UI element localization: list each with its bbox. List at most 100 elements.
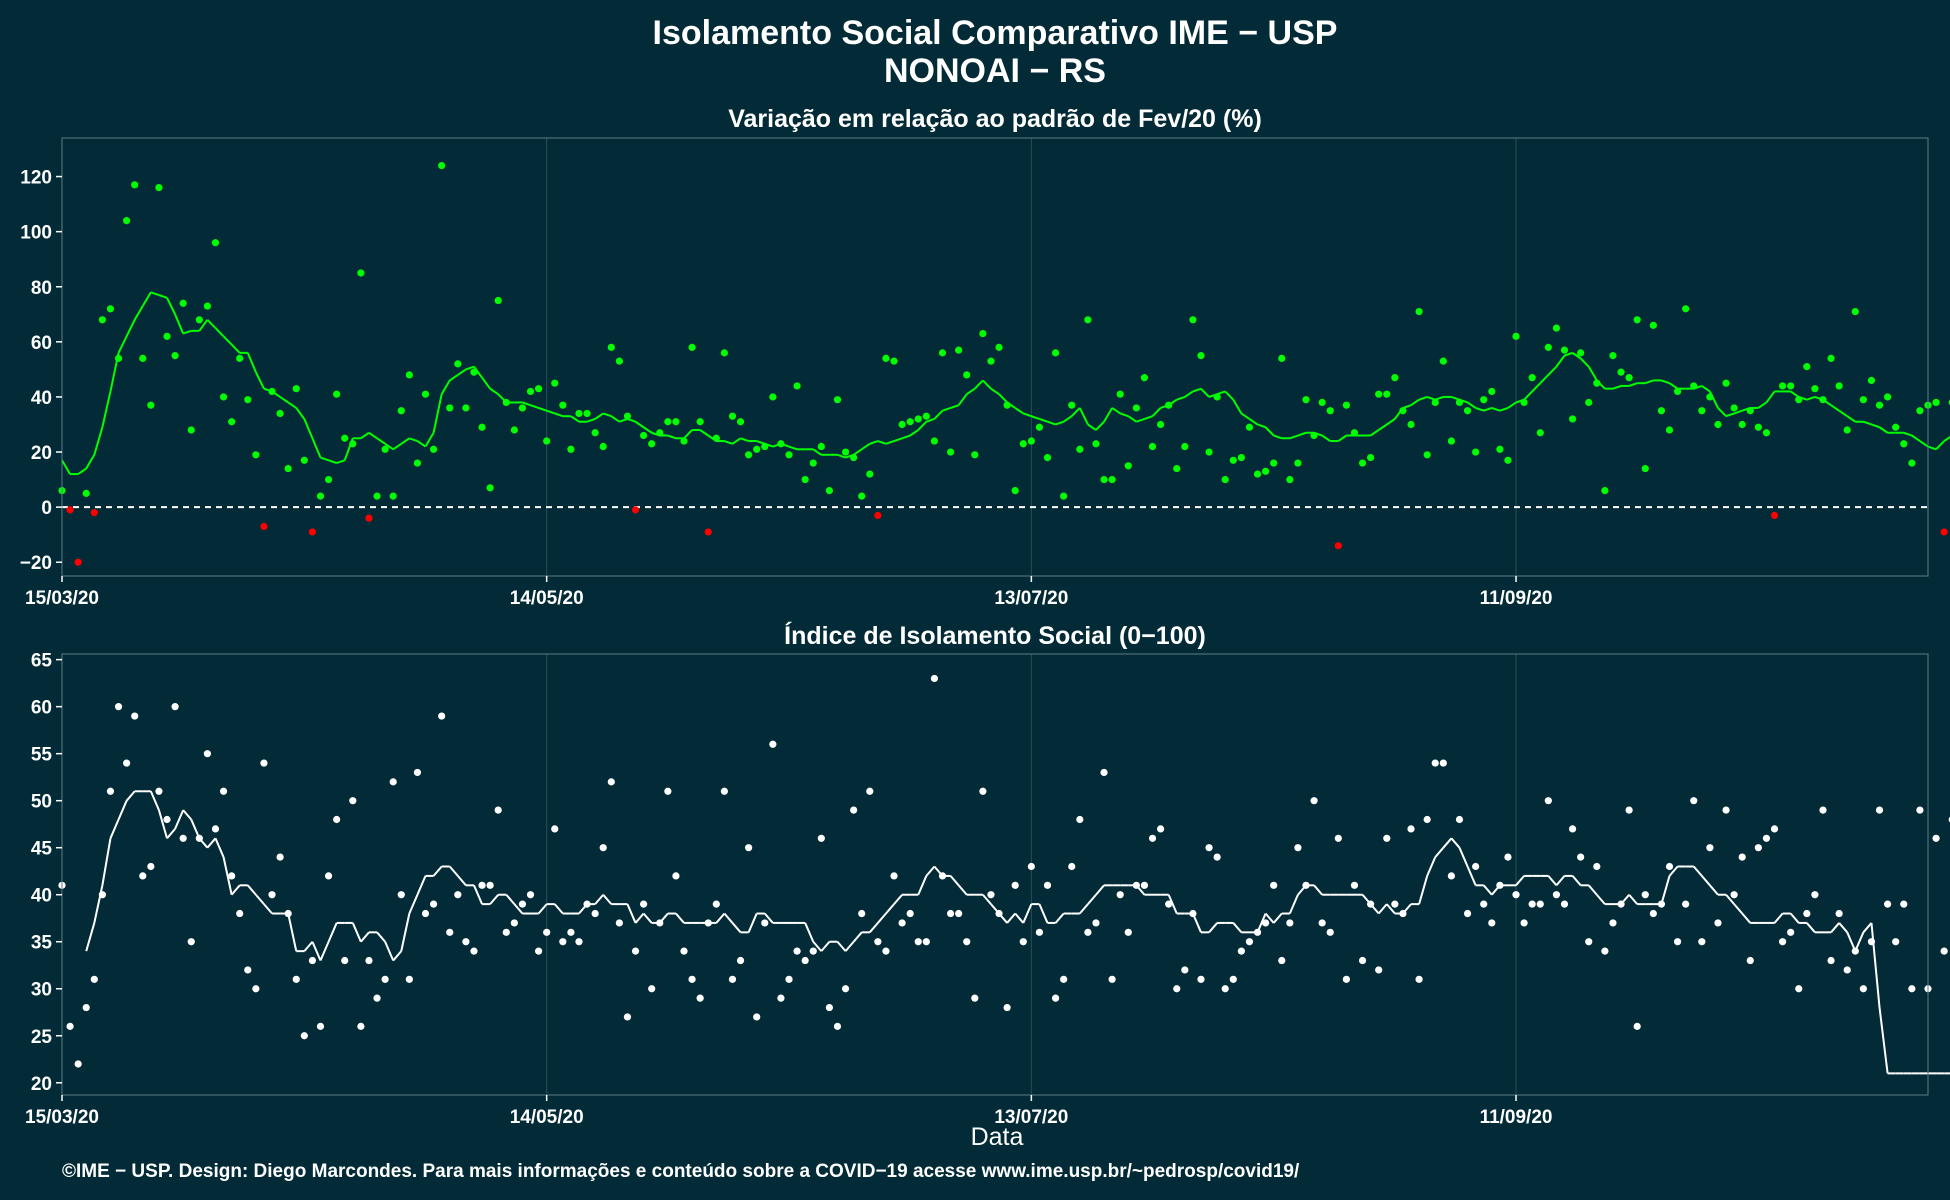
data-point	[446, 928, 454, 936]
data-point	[1253, 470, 1262, 478]
data-point	[1221, 475, 1229, 484]
data-point	[1649, 321, 1657, 329]
moving-average-segment	[538, 407, 547, 412]
chart-title: Isolamento Social Comparativo IME − USP	[653, 14, 1338, 52]
moving-average-segment	[740, 437, 749, 442]
data-point	[155, 183, 163, 192]
moving-average-segment	[384, 442, 394, 451]
data-point	[1189, 316, 1197, 324]
moving-average-segment	[1450, 837, 1461, 849]
data-point	[1601, 947, 1609, 955]
data-point	[494, 806, 502, 814]
data-point	[825, 487, 834, 495]
moving-average-segment	[869, 922, 879, 933]
y-tick-label: 80	[31, 278, 52, 299]
data-point	[1851, 307, 1859, 316]
data-point	[1706, 393, 1714, 401]
data-point	[1754, 844, 1762, 852]
moving-average-segment	[424, 432, 435, 448]
data-point	[930, 674, 939, 683]
data-point	[534, 385, 543, 393]
data-point	[1746, 407, 1754, 415]
moving-average-segment	[1442, 837, 1453, 849]
data-point	[1116, 390, 1124, 398]
data-point	[696, 418, 704, 426]
data-point	[462, 938, 470, 946]
moving-average-segment	[1790, 390, 1800, 398]
moving-average-segment	[1071, 407, 1081, 417]
moving-average-segment	[351, 922, 362, 943]
data-point	[1035, 928, 1044, 936]
data-point	[664, 418, 672, 426]
data-point	[316, 1022, 325, 1030]
data-point	[1108, 475, 1116, 484]
y-tick-label: 100	[20, 223, 52, 244]
data-point	[1043, 453, 1052, 462]
data-point	[1770, 825, 1779, 833]
moving-average-segment	[530, 404, 539, 409]
moving-average-segment	[885, 440, 895, 445]
moving-average-segment	[376, 437, 386, 445]
data-point	[1843, 426, 1851, 434]
moving-average-segment	[1466, 866, 1477, 886]
moving-average-segment	[279, 396, 289, 404]
data-point	[1859, 396, 1867, 404]
data-point	[583, 900, 591, 908]
data-point	[1803, 363, 1811, 371]
y-tick-label: 25	[31, 1027, 53, 1048]
moving-average-segment	[675, 912, 685, 924]
data-point	[1455, 398, 1464, 407]
data-point	[955, 909, 963, 918]
moving-average-segment	[392, 950, 403, 962]
moving-average-segment	[1830, 404, 1840, 412]
data-point	[1156, 420, 1165, 429]
data-point	[866, 787, 874, 795]
data-point	[1076, 445, 1084, 453]
data-point	[203, 750, 212, 758]
data-point	[1762, 429, 1771, 437]
data-point	[1536, 429, 1544, 437]
moving-average-segment	[303, 941, 314, 952]
moving-average-segment	[852, 931, 863, 943]
moving-average-segment	[1531, 382, 1541, 393]
moving-average-segment	[1773, 912, 1784, 924]
data-point	[938, 349, 947, 357]
data-point	[664, 787, 672, 795]
data-point	[1698, 407, 1706, 415]
data-point	[906, 909, 914, 918]
y-tick-label: 35	[31, 933, 53, 954]
data-point	[333, 390, 341, 398]
data-point	[1690, 382, 1698, 390]
variation-panel: −20 0 20 40 60 80 100 120 15/03/20 14/05/20 13/07/…	[20, 137, 1950, 609]
moving-average-segment	[117, 800, 128, 820]
moving-average-segment	[400, 437, 410, 445]
data-point	[462, 404, 470, 412]
moving-average-segment	[1564, 351, 1573, 357]
moving-average-segment	[182, 329, 192, 335]
data-point	[1698, 938, 1706, 946]
data-point	[203, 302, 212, 310]
moving-average-segment	[311, 437, 322, 458]
moving-average-segment	[820, 941, 831, 952]
data-point	[631, 506, 640, 514]
moving-average-segment	[457, 368, 467, 376]
data-point	[502, 928, 510, 936]
data-point	[1334, 542, 1342, 550]
moving-average-segment	[101, 838, 112, 886]
data-point	[365, 514, 373, 522]
data-point	[1439, 759, 1447, 767]
moving-average-segment	[320, 456, 329, 462]
data-point	[389, 492, 397, 500]
data-point	[946, 448, 955, 456]
data-point	[211, 825, 220, 833]
moving-average-segment	[546, 409, 556, 415]
data-point	[631, 947, 640, 955]
data-point	[300, 456, 308, 464]
moving-average-segment	[1725, 412, 1735, 418]
moving-average-segment	[1248, 418, 1259, 426]
data-point	[1423, 815, 1431, 824]
data-point	[559, 938, 567, 946]
data-point	[1156, 825, 1165, 833]
data-point	[236, 909, 244, 918]
data-point	[1415, 975, 1423, 983]
